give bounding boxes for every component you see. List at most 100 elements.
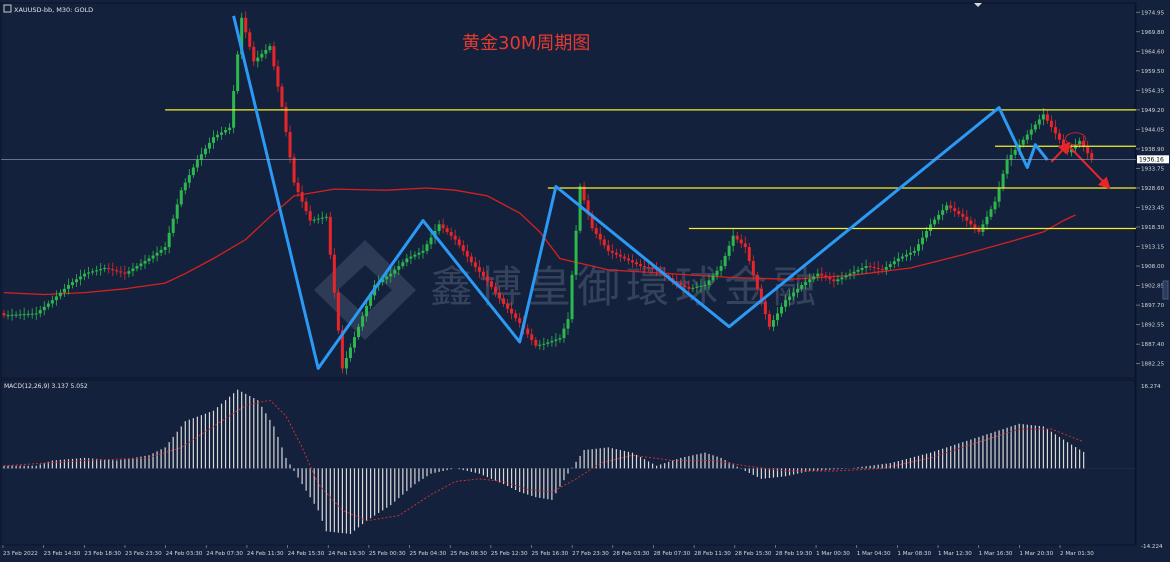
candle-body [1009, 154, 1013, 160]
macd-signal-line [3, 399, 1084, 522]
candle-body [409, 256, 413, 259]
candle-body [203, 148, 207, 155]
candle-body [163, 247, 167, 250]
candle-body [884, 267, 888, 270]
candle-body [10, 314, 14, 316]
time-axis: 23 Feb 2022 23 Feb 14:30 23 Feb 18:30 23 Fe… [2, 545, 1094, 557]
candle-body [630, 260, 634, 263]
candle-body [369, 295, 373, 306]
candle-body [546, 342, 550, 344]
candle-body [268, 46, 272, 50]
candle-body [296, 182, 300, 193]
time-tick-label: 28 Feb 19:30 [775, 551, 812, 557]
candle-body [1070, 148, 1074, 153]
price-tick-label: 1913.15 [1141, 245, 1165, 251]
candle-body [530, 334, 534, 340]
candle-body [207, 142, 211, 149]
macd-signal-path [3, 399, 1084, 522]
price-tick-label: 1964.60 [1141, 49, 1165, 55]
candle-body [316, 218, 320, 220]
candle-body [844, 275, 848, 278]
candle-body [626, 258, 630, 261]
candle-body [526, 328, 530, 335]
price-tick-label: 1908.00 [1141, 264, 1165, 270]
candle-body [602, 239, 606, 246]
candle-body [570, 274, 574, 320]
candle-body [816, 273, 820, 277]
time-tick-label: 23 Feb 23:30 [125, 551, 162, 557]
candle-body [506, 303, 510, 309]
candle-body [99, 269, 103, 271]
candle-body [937, 214, 941, 220]
time-tick-label: 27 Feb 23:30 [572, 551, 609, 557]
candle-body [70, 282, 74, 286]
candle-body [83, 273, 87, 277]
candle-body [622, 256, 626, 259]
candle-body [989, 209, 993, 217]
time-tick-label: 28 Feb 11:30 [694, 551, 731, 557]
candle-body [788, 296, 792, 301]
candle-body [401, 262, 405, 267]
candle-body [933, 219, 937, 225]
candle-body [328, 216, 332, 255]
candle-body [586, 200, 590, 215]
candle-body [864, 266, 868, 268]
candle-body [618, 254, 622, 257]
candle-body [38, 310, 42, 314]
candle-body [340, 330, 344, 369]
candle-body [352, 337, 356, 348]
candle-body [75, 279, 79, 283]
candle-body [248, 32, 252, 47]
candle-body [91, 271, 95, 273]
candle-body [34, 313, 38, 315]
time-tick-label: 28 Feb 07:30 [653, 551, 690, 557]
candle-body [95, 270, 99, 272]
candle-body [739, 239, 743, 244]
candle-body [461, 245, 465, 251]
time-tick-label: 1 Mar 16:30 [979, 551, 1013, 557]
candle-body [421, 250, 425, 253]
candle-body [260, 53, 264, 58]
candle-body [1082, 140, 1086, 148]
candle-body [119, 271, 123, 273]
candle-body [614, 252, 618, 255]
candle-body [840, 277, 844, 280]
candle-body [1005, 159, 1009, 174]
candle-body [123, 272, 127, 274]
candle-body [1041, 114, 1045, 120]
candles-layer [2, 11, 1094, 375]
candle-body [344, 357, 348, 369]
candle-body [634, 262, 638, 265]
candle-body [775, 313, 779, 321]
candle-body [812, 276, 816, 280]
candle-body [437, 224, 441, 231]
scroll-handle[interactable] [1162, 280, 1169, 300]
candle-body [784, 300, 788, 307]
candle-body [763, 301, 767, 315]
candle-body [953, 208, 957, 212]
time-tick-label: 1 Mar 08:30 [897, 551, 931, 557]
candle-body [1053, 127, 1057, 134]
candle-body [566, 319, 570, 329]
candle-body [510, 308, 514, 314]
candle-body [550, 340, 554, 343]
candle-body [848, 273, 852, 276]
price-tick-label: 1887.40 [1141, 342, 1165, 348]
time-tick-label: 2 Mar 01:30 [1060, 551, 1094, 557]
candle-body [868, 266, 872, 268]
candle-body [159, 249, 163, 253]
candle-body [332, 254, 336, 293]
candle-body [115, 270, 119, 272]
candle-body [183, 182, 187, 191]
price-axis: 1974.95 1969.80 1964.60 1959.50 1954.35 1949.… [1136, 10, 1165, 368]
scroll-marker-icon[interactable] [974, 3, 982, 7]
candle-body [300, 192, 304, 202]
candle-body [26, 313, 30, 315]
candle-body [695, 286, 699, 288]
price-tick-label: 1882.25 [1141, 362, 1165, 368]
candle-body [405, 258, 409, 263]
candle-body [808, 279, 812, 283]
candle-body [135, 266, 139, 269]
candle-body [969, 220, 973, 225]
candle-body [610, 250, 614, 253]
